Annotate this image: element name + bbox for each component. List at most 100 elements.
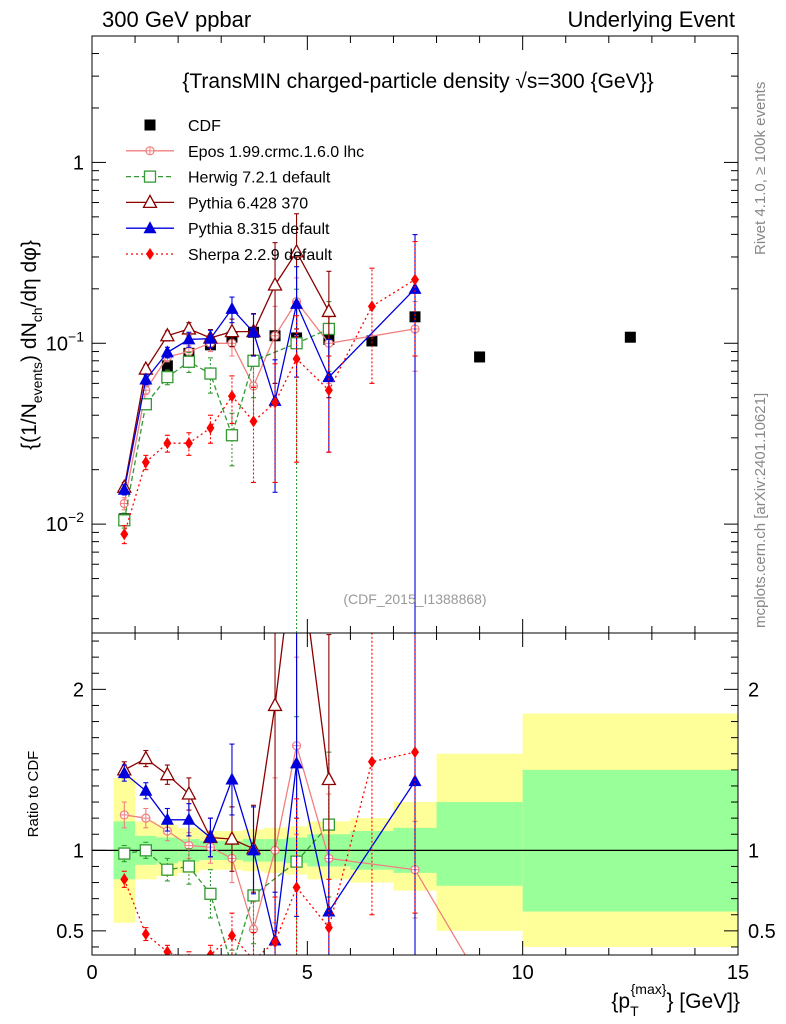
main-x-ticks <box>91 36 739 633</box>
main-y-tick-base: 10 <box>46 514 68 536</box>
main-series-pythia-6-428-370-point <box>267 276 283 291</box>
ratio-series-pythia-6-428-370-point <box>138 750 154 765</box>
ratio-series-sherpa-2-2-9-default-point <box>120 873 129 886</box>
ratio-series-layer <box>116 633 467 972</box>
ratio-series-herwig-7-2-1-default-point <box>204 887 217 900</box>
main-series-sherpa-2-2-9-default-point <box>141 456 150 469</box>
xlabel-part-d: } [GeV]} <box>666 990 740 1013</box>
legend-item-sherpa-2-2-9-default-label: Sherpa 2.2.9 default <box>188 247 333 264</box>
legend-item-pythia-8-315-default-marker <box>143 221 157 234</box>
ratio-series-pythia-8-315-default-point <box>139 783 153 796</box>
main-series-sherpa-2-2-9-default-point <box>292 352 301 365</box>
main-series-pythia-6-428-370-point <box>321 303 337 318</box>
main-series-sherpa-2-2-9-default-point <box>271 396 280 409</box>
ylabel-part-b: events <box>29 362 45 403</box>
main-y-tick-label: 1 <box>73 152 84 174</box>
main-series-herwig-7-2-1-default-point <box>118 514 131 527</box>
ratio-series-pythia-6-428-370-point <box>267 697 283 712</box>
ratio-series-epos-1-99-crmc-1-6-0-lhc-point <box>184 840 194 851</box>
main-series-herwig-7-2-1-default-point <box>225 429 239 442</box>
main-series-pythia-6-428-370-point <box>288 243 305 258</box>
ratio-series-sherpa-2-2-9-default-point <box>271 936 280 949</box>
ratio-series-pythia-8-315-default-point <box>247 843 260 856</box>
main-panel: 10−210−11 {TransMIN charged-particle den… <box>18 35 739 634</box>
ratio-series-sherpa-2-2-9-default-point <box>206 949 215 955</box>
ratio-series-pythia-6-428-370-point <box>321 771 337 786</box>
main-series-pythia-6-428-370-point <box>138 360 154 375</box>
main-series-pythia-6-428-370-line <box>123 250 330 488</box>
main-series-pythia-8-315-default <box>117 234 422 633</box>
main-series-pythia-8-315-default-point <box>247 325 260 338</box>
ratio-series-sherpa-2-2-9-default-point <box>324 921 333 934</box>
main-series-pythia-8-315-default-point <box>290 296 304 309</box>
ratio-series-herwig-7-2-1-default-point <box>161 863 174 876</box>
main-y-label: {(1/Nevents) dNch/dη dφ} <box>18 240 45 450</box>
main-series-cdf-point <box>624 331 636 343</box>
ratio-series-pythia-8-315-default <box>117 633 422 955</box>
ratio-series-sherpa-2-2-9-default-point <box>252 953 255 955</box>
legend-item-pythia-6-428-370-marker <box>142 194 158 209</box>
main-series-sherpa-2-2-9-default-line <box>123 279 416 535</box>
main-series-sherpa-2-2-9-default-point <box>367 300 376 313</box>
legend-item-epos-1-99-crmc-1-6-0-lhc: Epos 1.99.crmc.1.6.0 lhc <box>126 144 364 161</box>
main-series-pythia-6-428-370-point <box>159 327 175 342</box>
main-series-pythia-8-315-default-point <box>139 372 153 385</box>
analysis-tag: (CDF_2015_I1388868) <box>343 591 486 607</box>
legend-item-pythia-6-428-370: Pythia 6.428 370 <box>126 194 308 212</box>
x-axis-label: {pT {max}} [GeV]} <box>611 981 740 1019</box>
ratio-series-pythia-6-428-370-point <box>181 785 197 800</box>
main-series-layer <box>116 213 636 633</box>
ratio-series-sherpa-2-2-9-default-point <box>292 881 301 894</box>
ratio-series-pythia-8-315-default-point <box>203 830 217 843</box>
ratio-y-label: Ratio to CDF <box>25 751 42 838</box>
ratio-series-pythia-8-315-default-point <box>182 812 196 825</box>
ratio-band-green <box>522 769 738 912</box>
ratio-series-pythia-6-428-370-point <box>159 766 175 781</box>
main-series-herwig-7-2-1-default-point <box>182 355 196 368</box>
legend-item-pythia-6-428-370-label: Pythia 6.428 370 <box>188 195 308 212</box>
mcplots-label: mcplots.cern.ch [arXiv:2401.10621] <box>752 392 769 628</box>
x-tick-label: 5 <box>302 962 313 984</box>
ratio-series-pythia-8-315-default-point <box>290 756 304 769</box>
main-y-ticks: 10−210−11 <box>46 35 738 620</box>
ratio-series-sherpa-2-2-9-default-point <box>141 928 150 941</box>
main-series-pythia-8-315-default-point <box>117 482 131 495</box>
ratio-series-sherpa-2-2-9-default-line <box>123 751 416 955</box>
main-y-tick-exponent: −2 <box>68 509 84 525</box>
main-series-pythia-6-428-370-point <box>224 323 240 338</box>
main-y-tick-label: 10−2 <box>46 509 84 536</box>
ratio-y-tick-label: 2 <box>73 679 84 701</box>
main-series-pythia-8-315-default-point <box>160 345 174 358</box>
legend-item-cdf: CDF <box>144 118 221 135</box>
main-series-sherpa-2-2-9-default-point <box>120 528 129 541</box>
ratio-series-herwig-7-2-1-default-point <box>226 961 237 972</box>
main-series-herwig-7-2-1-default <box>118 288 336 633</box>
ratio-y-tick-label-right: 1 <box>748 840 759 862</box>
legend-item-pythia-8-315-default: Pythia 8.315 default <box>126 221 330 238</box>
main-series-sherpa-2-2-9-default <box>120 241 419 545</box>
rivet-version-label: Rivet 4.1.0, ≥ 100k events <box>752 81 769 255</box>
xlabel-part-a: {p <box>611 990 630 1013</box>
ratio-series-pythia-8-315-default-point <box>160 812 174 825</box>
x-tick-label: 10 <box>512 962 534 984</box>
ratio-series-sherpa-2-2-9-default-point <box>227 929 236 942</box>
ratio-series-sherpa-2-2-9-default <box>120 633 419 955</box>
main-series-sherpa-2-2-9-default-point <box>206 421 215 434</box>
ratio-series-herwig-7-2-1-default-point <box>139 844 152 857</box>
ylabel-part-d: ch <box>29 307 45 322</box>
legend: CDF Epos 1.99.crmc.1.6.0 lhc Herwig 7.2.1 … <box>126 118 364 264</box>
main-series-cdf <box>118 311 636 525</box>
ratio-y-ticks: 0.5 0.5 1 1 2 2 <box>56 640 776 948</box>
ratio-series-pythia-6-428-370-point <box>224 830 240 845</box>
legend-item-epos-1-99-crmc-1-6-0-lhc-label: Epos 1.99.crmc.1.6.0 lhc <box>188 144 364 161</box>
ylabel-part-c: ) dN <box>18 322 41 362</box>
legend-item-herwig-7-2-1-default-label: Herwig 7.2.1 default <box>188 170 331 187</box>
header-right: Underlying Event <box>567 7 735 32</box>
main-series-sherpa-2-2-9-default-point <box>163 437 172 450</box>
main-series-cdf-point <box>366 335 378 347</box>
ratio-frame <box>91 632 739 956</box>
ratio-series-pythia-8-315-default-point <box>225 772 239 785</box>
ylabel-part-e: /dη dφ} <box>18 240 41 307</box>
main-series-sherpa-2-2-9-default-point <box>249 415 258 428</box>
